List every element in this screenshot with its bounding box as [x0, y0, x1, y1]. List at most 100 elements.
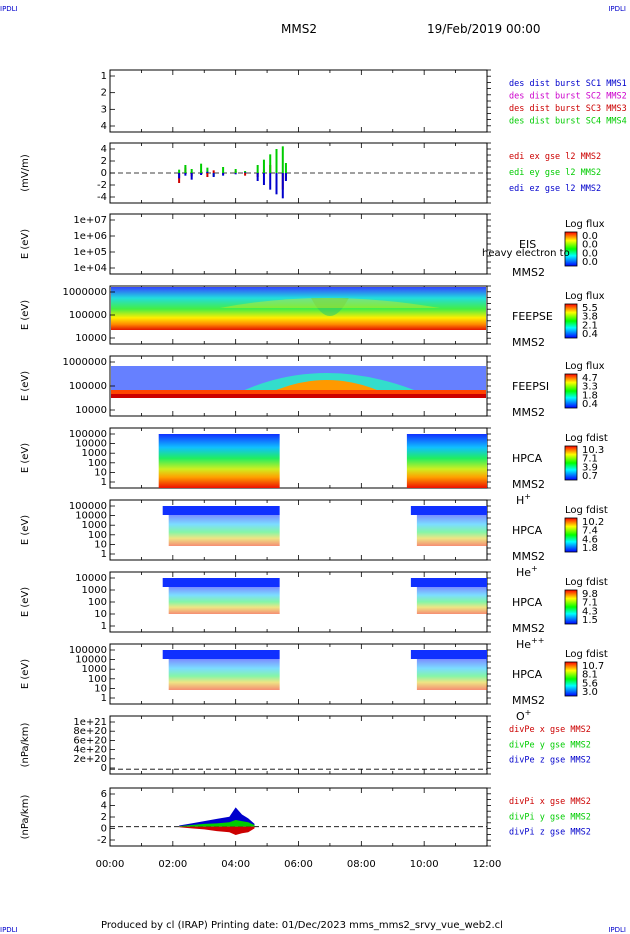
y-tick-label: 10: [94, 467, 107, 478]
y-tick-label: 100: [88, 597, 107, 608]
time-axis-label: 10:00: [410, 859, 439, 870]
colorbar-tick-label: 4.3: [582, 606, 598, 617]
panel-frame: [109, 69, 488, 133]
legend-entry: divPi z gse MMS2: [509, 828, 591, 838]
y-tick-label: 100: [88, 530, 107, 541]
feepsi-band: [111, 394, 486, 398]
species-charge: +: [525, 708, 532, 717]
colorbar-tick-label: 3.9: [582, 462, 598, 473]
hpca-spectrogram: [158, 434, 280, 488]
colorbar-tick-label: 0.0: [582, 231, 598, 242]
y-tick-label: 100000: [69, 501, 107, 512]
spacecraft-label: MMS2: [512, 550, 545, 563]
colorbar-tick-label: 3.3: [582, 382, 598, 393]
y-tick-label: 10: [94, 539, 107, 550]
y-tick-label: 10: [94, 609, 107, 620]
y-tick-label: -2: [97, 180, 107, 191]
y-tick-label: 1: [101, 71, 107, 82]
hpca-spectrogram: [162, 506, 280, 515]
y-tick-label: 1000: [82, 520, 107, 531]
time-axis-label: 08:00: [347, 859, 376, 870]
colorbar-title: Log fdist: [565, 433, 608, 444]
spacecraft-label: MMS2: [512, 694, 545, 707]
hpca-spectrogram: [406, 434, 487, 488]
spacecraft-label: MMS2: [512, 622, 545, 635]
hpca-spectrogram: [410, 506, 487, 515]
colorbar-tick-label: 0.0: [582, 240, 598, 251]
colorbar-tick-label: 3.8: [582, 312, 598, 323]
colorbar-tick-label: 7.1: [582, 454, 598, 465]
time-axis-label: 06:00: [284, 859, 313, 870]
divpi-y-area: [179, 820, 255, 827]
colorbar-tick-label: 1.8: [582, 390, 598, 401]
y-tick-label: 100: [88, 458, 107, 469]
hpca-spectrogram: [416, 515, 487, 546]
y-tick-label: 1e+07: [73, 215, 107, 226]
y-tick-label: 6e+20: [73, 735, 107, 746]
y-tick-label: 10000: [75, 573, 107, 584]
colorbar-title: Log flux: [565, 361, 605, 372]
y-tick-label: 100000: [69, 310, 107, 321]
instrument-label: FEEPSE: [512, 310, 553, 323]
y-tick-label: 1: [101, 693, 107, 704]
legend-entry: divPi x gse MMS2: [509, 797, 591, 807]
y-tick-label: 4: [101, 801, 107, 812]
colorbar-tick-label: 1.5: [582, 615, 598, 626]
species-label: He++: [516, 636, 544, 651]
divpi-x-area: [179, 826, 255, 835]
y-tick-label: 10000: [75, 511, 107, 522]
colorbar: [564, 303, 578, 339]
y-axis-label: E (eV): [20, 587, 31, 617]
colorbar: [564, 517, 578, 553]
y-tick-label: 10000: [75, 405, 107, 416]
colorbar-tick-label: 8.1: [582, 670, 598, 681]
y-axis-label: (nPa/km): [20, 723, 31, 768]
legend-entry: edi ex gse l2 MMS2: [509, 152, 601, 162]
y-tick-label: 1e+04: [73, 263, 107, 274]
colorbar-tick-label: 7.4: [582, 526, 598, 537]
y-tick-label: 4: [101, 144, 107, 155]
colorbar-tick-label: 0.4: [582, 329, 598, 340]
instrument-label: FEEPSI: [512, 380, 549, 393]
hpca-spectrogram: [162, 578, 280, 587]
colorbar-title: Log flux: [565, 219, 605, 230]
legend-entry: des dist burst SC4 MMS4: [509, 117, 627, 127]
y-axis-label: E (eV): [20, 659, 31, 689]
y-tick-label: 1000: [82, 664, 107, 675]
time-axis-label: 02:00: [158, 859, 187, 870]
y-axis-label: E (eV): [20, 229, 31, 259]
y-tick-label: 4: [101, 121, 107, 132]
colorbar: [564, 445, 578, 481]
colorbar-title: Log flux: [565, 291, 605, 302]
colorbar-tick-label: 7.1: [582, 598, 598, 609]
species-label: He+: [516, 564, 538, 579]
overlay-text: heavy electron to: [482, 248, 570, 259]
corner-label-top-left: IPDLI: [0, 5, 18, 13]
y-tick-label: 2: [101, 812, 107, 823]
colorbar-title: Log fdist: [565, 505, 608, 516]
feepse-gap: [111, 330, 486, 332]
feepse-spectrogram: [111, 287, 486, 331]
colorbar-tick-label: 1.8: [582, 543, 598, 554]
y-tick-label: 2e+20: [73, 754, 107, 765]
corner-label-top-right: IPDLI: [608, 5, 626, 13]
y-tick-label: 100: [88, 674, 107, 685]
legend-entry: divPe y gse MMS2: [509, 740, 591, 750]
panel-frame: [109, 787, 488, 847]
spacecraft-label: MMS2: [512, 478, 545, 491]
y-tick-label: 1000000: [62, 287, 107, 298]
y-tick-label: 2: [101, 88, 107, 99]
y-tick-label: 10000: [75, 333, 107, 344]
y-tick-label: 0: [101, 763, 107, 774]
y-tick-label: 1: [101, 477, 107, 488]
colorbar-tick-label: 0.0: [582, 257, 598, 268]
hpca-spectrogram: [416, 659, 487, 690]
legend-entry: des dist burst SC3 MMS3: [509, 104, 627, 114]
y-tick-label: 0: [101, 168, 107, 179]
corner-label-bottom-left: IPDLI: [0, 926, 18, 934]
feepsi-band: [111, 390, 486, 396]
feepse-feature: [311, 298, 349, 316]
y-tick-label: 100000: [69, 429, 107, 440]
colorbar: [564, 373, 578, 409]
